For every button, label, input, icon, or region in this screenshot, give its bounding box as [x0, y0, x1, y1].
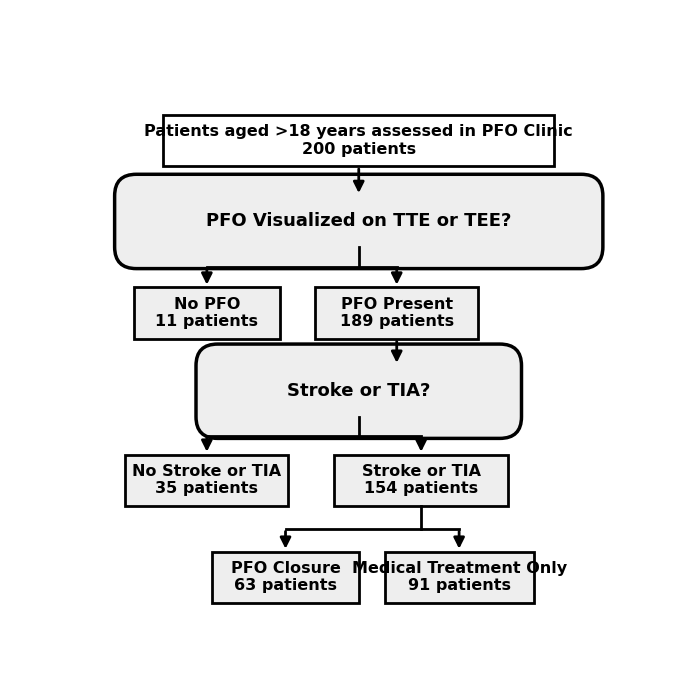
Text: No PFO
11 patients: No PFO 11 patients	[155, 297, 258, 329]
Text: PFO Visualized on TTE or TEE?: PFO Visualized on TTE or TEE?	[206, 212, 512, 230]
FancyBboxPatch shape	[212, 552, 358, 603]
Text: No Stroke or TIA
35 patients: No Stroke or TIA 35 patients	[132, 464, 281, 496]
FancyBboxPatch shape	[315, 288, 478, 339]
Text: Stroke or TIA?: Stroke or TIA?	[287, 382, 430, 400]
FancyBboxPatch shape	[384, 552, 533, 603]
Text: Patients aged >18 years assessed in PFO Clinic
200 patients: Patients aged >18 years assessed in PFO …	[144, 125, 573, 157]
FancyBboxPatch shape	[115, 174, 603, 269]
FancyBboxPatch shape	[125, 454, 288, 506]
Text: PFO Present
189 patients: PFO Present 189 patients	[340, 297, 454, 329]
FancyBboxPatch shape	[335, 454, 508, 506]
Text: Medical Treatment Only
91 patients: Medical Treatment Only 91 patients	[351, 561, 567, 594]
FancyBboxPatch shape	[134, 288, 280, 339]
Text: Stroke or TIA
154 patients: Stroke or TIA 154 patients	[362, 464, 481, 496]
FancyBboxPatch shape	[196, 344, 522, 438]
FancyBboxPatch shape	[163, 115, 554, 166]
Text: PFO Closure
63 patients: PFO Closure 63 patients	[230, 561, 340, 594]
